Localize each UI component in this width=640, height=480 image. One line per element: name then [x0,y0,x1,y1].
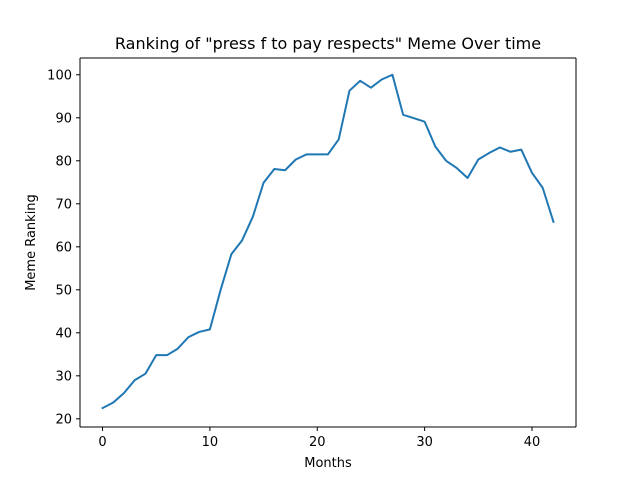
y-tick-label: 100 [47,68,72,83]
y-tick-label: 60 [55,240,72,255]
chart-title: Ranking of "press f to pay respects" Mem… [115,34,541,53]
axes-frame [79,57,577,428]
series-line [101,73,555,410]
x-axis-label: Months [304,456,352,471]
y-axis-label: Meme Ranking [24,194,39,291]
y-tick-label: 80 [55,154,72,169]
plot-area [80,58,576,427]
x-tick-label: 20 [309,435,326,450]
y-tick-label: 20 [55,412,72,427]
x-axis-ticks: 0 10 20 30 40 [98,427,540,450]
y-tick-label: 30 [55,369,72,384]
x-tick-label: 0 [98,435,106,450]
x-tick-label: 10 [202,435,219,450]
y-tick-label: 90 [55,111,72,126]
y-tick-label: 70 [55,197,72,212]
y-axis-ticks: 20 30 40 50 60 70 80 90 100 [47,68,80,427]
x-tick-label: 30 [416,435,433,450]
x-tick-label: 40 [524,435,541,450]
y-tick-label: 50 [55,283,72,298]
y-tick-label: 40 [55,326,72,341]
